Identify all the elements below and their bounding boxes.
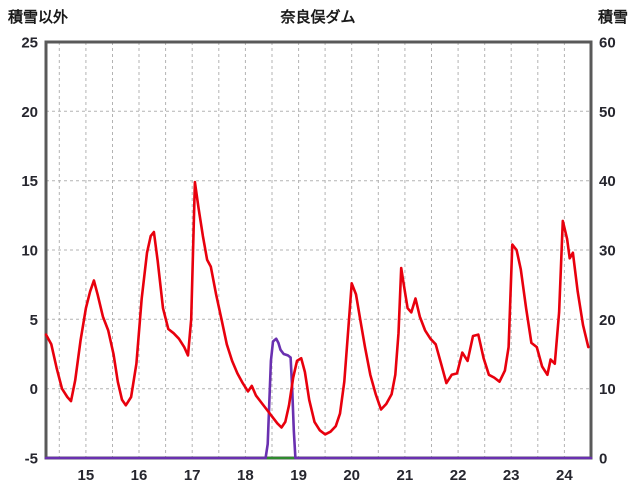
chart-title: 奈良俣ダム — [280, 9, 356, 26]
x-axis-tick-label: 19 — [290, 467, 307, 484]
left-axis-tick-label: 20 — [21, 104, 38, 121]
x-axis-tick-label: 24 — [556, 467, 573, 484]
x-axis-tick-label: 18 — [237, 467, 254, 484]
right-axis-tick-label: 10 — [599, 381, 616, 398]
right-axis-title: 積雪 — [597, 9, 628, 26]
right-axis-tick-label: 30 — [599, 243, 616, 260]
x-axis-tick-label: 23 — [503, 467, 520, 484]
x-axis-tick-label: 20 — [343, 467, 360, 484]
left-axis-tick-label: 10 — [21, 243, 38, 260]
red-series-line — [44, 180, 590, 436]
right-axis-tick-label: 60 — [599, 35, 616, 52]
x-axis-tick-label: 22 — [450, 467, 467, 484]
left-axis-tick-label: 25 — [21, 35, 38, 52]
x-axis-tick-label: 16 — [131, 467, 148, 484]
left-axis-tick-label: 0 — [30, 381, 38, 398]
right-axis-tick-label: 0 — [599, 451, 607, 468]
x-axis-tick-label: 15 — [78, 467, 95, 484]
left-axis-tick-label: 5 — [30, 312, 38, 329]
left-axis-title: 積雪以外 — [8, 9, 69, 26]
x-axis-tick-label: 17 — [184, 467, 201, 484]
purple-snow-series-line — [44, 337, 593, 460]
right-axis-tick-label: 50 — [599, 104, 616, 121]
right-axis-tick-label: 20 — [599, 312, 616, 329]
left-axis-tick-label: -5 — [25, 451, 38, 468]
right-axis-tick-label: 40 — [599, 173, 616, 190]
left-axis-tick-label: 15 — [21, 173, 38, 190]
x-axis-tick-label: 21 — [397, 467, 414, 484]
